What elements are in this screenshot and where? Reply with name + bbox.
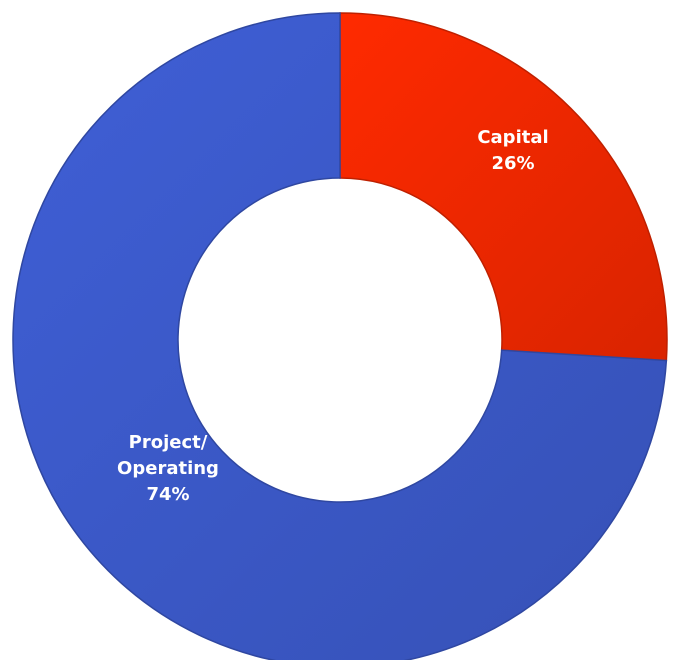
slice-value-label: 26% bbox=[491, 153, 534, 174]
slice-category-label: Project/ bbox=[129, 432, 208, 453]
slice-category-label: Capital bbox=[477, 127, 548, 148]
slice-capital bbox=[339, 12, 668, 362]
slices-group bbox=[12, 12, 668, 660]
slice-project-operating bbox=[12, 12, 668, 660]
slice-value-label: 74% bbox=[146, 484, 189, 505]
labels-group: Capital 26% Project/Operating 74% bbox=[117, 127, 549, 505]
slice-category-label: Operating bbox=[117, 458, 219, 479]
